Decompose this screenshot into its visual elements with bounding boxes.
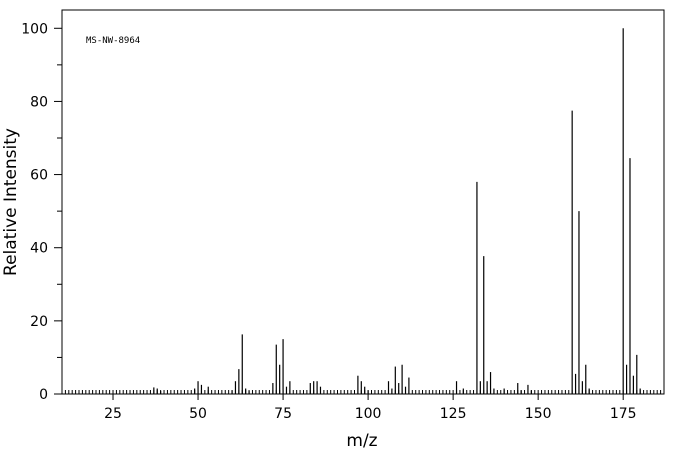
y-axis-label: Relative Intensity: [1, 128, 21, 276]
y-tick-label: 60: [30, 168, 48, 184]
y-tick-label: 80: [30, 94, 48, 110]
x-tick-label: 50: [189, 406, 207, 422]
y-tick-label: 100: [21, 21, 48, 37]
x-tick-label: 75: [274, 406, 292, 422]
spectrum-peaks: [153, 28, 641, 394]
x-axis-label: m/z: [346, 431, 377, 451]
x-tick-label: 100: [355, 406, 382, 422]
plot-frame: [61, 9, 665, 395]
spectrum-id-label: MS-NW-8964: [86, 36, 140, 46]
x-tick-label: 150: [525, 406, 552, 422]
x-axis-ticks: 25 50 75 100 125 150 175: [104, 394, 637, 422]
y-tick-label: 40: [30, 241, 48, 257]
x-tick-label: 125: [440, 406, 467, 422]
y-tick-label: 0: [39, 387, 48, 403]
y-axis-ticks: 0 20 40 60 80 100: [21, 21, 62, 403]
y-tick-label: 20: [30, 314, 48, 330]
x-tick-label: 25: [104, 406, 122, 422]
x-tick-label: 175: [610, 406, 637, 422]
minor-ticks: [61, 390, 665, 394]
